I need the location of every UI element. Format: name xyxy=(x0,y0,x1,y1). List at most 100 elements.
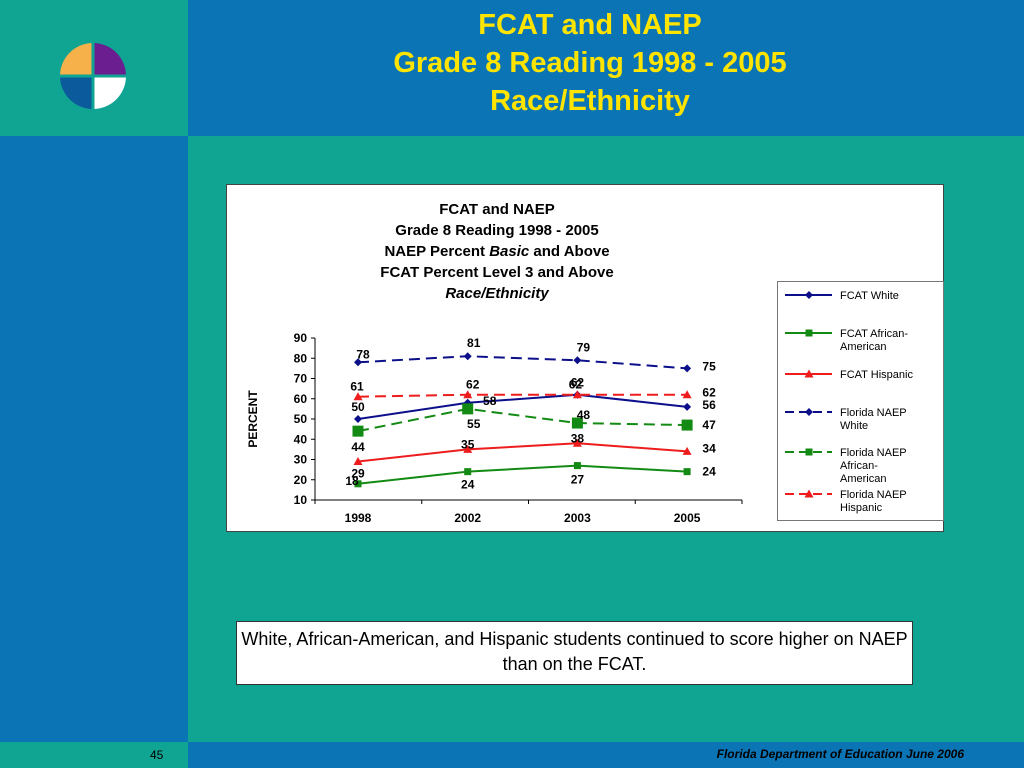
y-tick-label: 90 xyxy=(294,331,308,345)
data-point xyxy=(681,419,693,431)
chart-title-line: Grade 8 Reading 1998 - 2005 xyxy=(395,222,599,239)
y-tick-label: 20 xyxy=(294,473,308,487)
data-point xyxy=(354,480,362,488)
y-axis-label: PERCENT xyxy=(246,390,260,448)
x-tick-label: 2003 xyxy=(564,511,591,525)
legend-marker xyxy=(805,448,813,456)
data-point xyxy=(573,462,581,470)
data-label: 62 xyxy=(569,378,583,392)
chart-title-part: Race/Ethnicity xyxy=(445,285,549,302)
slide-title-line: Grade 8 Reading 1998 - 2005 xyxy=(393,47,787,79)
data-point xyxy=(572,438,582,447)
data-label: 35 xyxy=(461,437,475,451)
data-label: 62 xyxy=(702,386,716,400)
data-label: 29 xyxy=(351,467,365,481)
data-label: 62 xyxy=(466,378,480,392)
data-label: 61 xyxy=(350,380,364,394)
footer-band xyxy=(188,742,1024,768)
slide-title: FCAT and NAEP Grade 8 Reading 1998 - 200… xyxy=(300,6,880,120)
data-point xyxy=(683,468,691,476)
data-point xyxy=(572,390,582,399)
data-label: 48 xyxy=(577,408,591,422)
left-band xyxy=(0,136,188,742)
caption-text: White, African-American, and Hispanic st… xyxy=(241,629,908,674)
data-label: 24 xyxy=(461,478,475,492)
legend-label: FCAT White xyxy=(840,290,899,302)
data-label: 56 xyxy=(702,398,716,412)
data-label: 24 xyxy=(702,465,716,479)
header-band xyxy=(188,0,1024,136)
legend-marker xyxy=(805,329,813,337)
y-tick-label: 50 xyxy=(294,412,308,426)
data-point xyxy=(463,390,473,399)
data-point xyxy=(462,403,474,415)
data-point xyxy=(683,364,692,373)
x-tick-label: 2002 xyxy=(454,511,481,525)
chart-title-line: FCAT and NAEP xyxy=(439,201,555,218)
series-line xyxy=(357,442,688,463)
data-point xyxy=(682,390,692,399)
y-tick-label: 80 xyxy=(294,351,308,365)
chart-title-part: NAEP Percent xyxy=(384,243,486,260)
page-number: 45 xyxy=(150,748,164,762)
legend-label: Hispanic xyxy=(840,502,883,514)
legend-label: FCAT African- xyxy=(840,328,908,340)
series-line xyxy=(357,393,688,398)
legend-marker xyxy=(805,408,813,416)
footer-text: Florida Department of Education June 200… xyxy=(716,747,964,761)
data-label: 78 xyxy=(356,347,370,361)
legend-marker xyxy=(804,369,814,378)
data-point xyxy=(463,352,472,361)
data-label: 44 xyxy=(351,440,365,454)
data-point xyxy=(573,356,582,365)
legend-marker xyxy=(805,291,813,299)
y-tick-label: 10 xyxy=(294,493,308,507)
legend-marker xyxy=(804,489,814,498)
line-chart: 10 20 30 40 50 60 70 80 90 1998 2002 2003 2005 PERCEN… xyxy=(246,331,743,525)
y-tick-label: 60 xyxy=(294,392,308,406)
legend-label: American xyxy=(840,473,886,485)
data-label: 75 xyxy=(702,359,716,373)
data-point xyxy=(354,415,362,423)
data-point xyxy=(683,402,692,411)
slide-title-line: FCAT and NAEP xyxy=(478,9,702,41)
data-point xyxy=(571,417,583,429)
series-line xyxy=(357,464,688,485)
legend-label: Florida NAEP xyxy=(840,407,907,419)
footer-corner xyxy=(0,742,188,768)
slide-title-line: Race/Ethnicity xyxy=(490,85,690,117)
x-tick-label: 1998 xyxy=(345,511,372,525)
series-line xyxy=(357,407,688,433)
data-label: 47 xyxy=(702,418,716,432)
y-tick-label: 40 xyxy=(294,432,308,446)
data-label: 38 xyxy=(571,431,585,445)
chart-title: FCAT and NAEP Grade 8 Reading 1998 - 200… xyxy=(227,199,767,304)
data-label: 18 xyxy=(345,474,359,488)
data-point xyxy=(353,392,363,401)
y-tick-label: 70 xyxy=(294,372,308,386)
legend-label: Florida NAEP xyxy=(840,447,907,459)
legend-label: FCAT Hispanic xyxy=(840,369,913,381)
data-label: 62 xyxy=(571,376,585,390)
data-point xyxy=(354,358,362,367)
data-point xyxy=(352,425,364,437)
legend-label: African- xyxy=(840,460,878,472)
data-label: 50 xyxy=(351,400,365,414)
data-label: 27 xyxy=(571,473,585,487)
data-point xyxy=(353,457,363,466)
legend-label: Florida NAEP xyxy=(840,489,907,501)
legend-label: White xyxy=(840,420,868,432)
legend-label: American xyxy=(840,341,886,353)
data-label: 79 xyxy=(577,340,591,354)
chart-title-part: Basic xyxy=(489,243,530,260)
series-line xyxy=(357,393,688,420)
data-label: 34 xyxy=(702,441,716,455)
chart-title-line: NAEP Percent Basic and Above xyxy=(227,241,767,262)
chart-panel: FCAT and NAEP Grade 8 Reading 1998 - 200… xyxy=(226,184,944,532)
data-point xyxy=(464,468,472,476)
chart-title-part: and Above xyxy=(533,243,610,260)
data-label: 55 xyxy=(467,417,481,431)
y-tick-label: 30 xyxy=(294,453,308,467)
data-label: 81 xyxy=(467,336,481,350)
